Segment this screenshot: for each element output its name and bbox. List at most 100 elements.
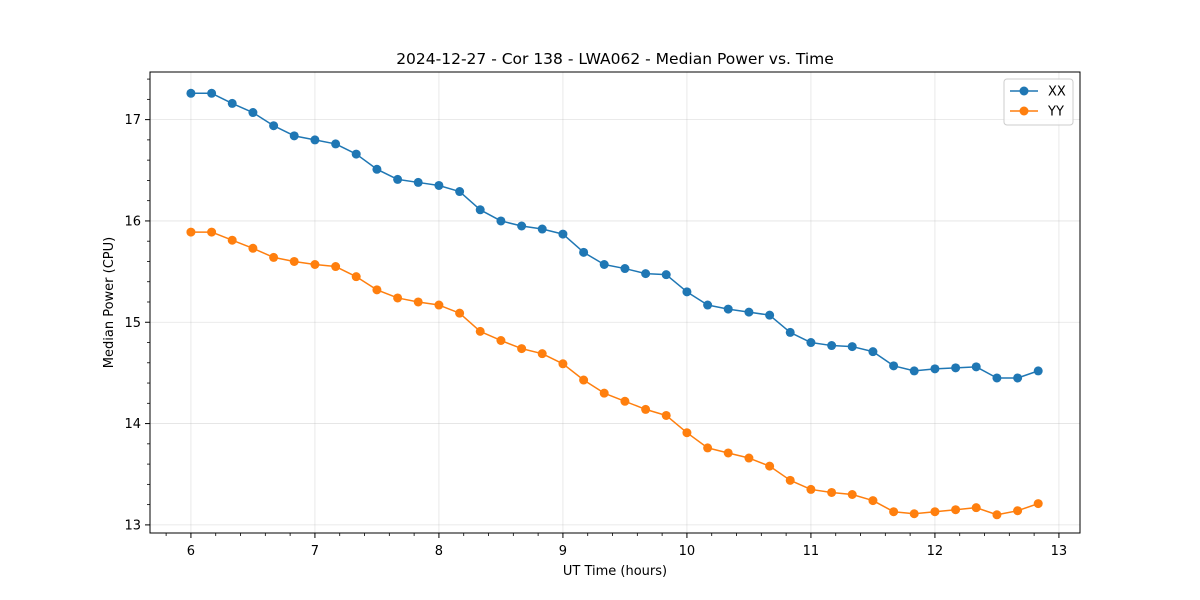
data-point-yy: [889, 507, 899, 517]
x-tick-label: 9: [559, 544, 567, 559]
data-point-xx: [475, 205, 485, 215]
data-point-yy: [806, 484, 816, 494]
data-point-xx: [930, 364, 940, 374]
data-point-yy: [331, 262, 341, 272]
y-tick-label: 17: [124, 113, 141, 128]
legend-label-yy: YY: [1047, 105, 1064, 120]
data-point-yy: [909, 509, 919, 519]
data-point-xx: [517, 221, 527, 231]
data-point-yy: [971, 503, 981, 513]
data-point-xx: [682, 287, 692, 297]
x-tick-label: 10: [679, 544, 696, 559]
data-point-yy: [951, 505, 961, 515]
x-tick-label: 7: [311, 544, 319, 559]
data-point-yy: [517, 344, 527, 354]
data-point-xx: [413, 177, 423, 187]
data-point-xx: [558, 229, 568, 239]
data-point-xx: [310, 135, 320, 145]
data-point-yy: [599, 388, 609, 398]
data-point-xx: [599, 260, 609, 270]
data-point-xx: [207, 88, 217, 98]
data-point-yy: [351, 272, 361, 282]
legend-label-xx: XX: [1048, 85, 1066, 100]
data-point-yy: [620, 396, 630, 406]
data-point-xx: [868, 347, 878, 357]
axis-ticks: 6 7 8 9 10 11 12 13 13 14 15 16 17: [124, 78, 1068, 559]
y-tick-label: 14: [124, 417, 141, 432]
y-tick-label: 15: [124, 316, 141, 331]
data-point-yy: [207, 227, 217, 237]
data-point-yy: [661, 410, 671, 420]
data-point-yy: [1013, 506, 1023, 516]
data-point-yy: [372, 285, 382, 295]
data-point-xx: [827, 341, 837, 351]
data-point-yy: [847, 489, 857, 499]
x-tick-label: 13: [1051, 544, 1068, 559]
data-point-yy: [393, 293, 403, 303]
data-point-xx: [537, 224, 547, 234]
data-point-yy: [992, 510, 1002, 520]
data-point-yy: [413, 297, 423, 307]
data-point-xx: [847, 342, 857, 352]
data-point-yy: [868, 496, 878, 506]
data-point-xx: [971, 362, 981, 372]
plot-frame: [149, 71, 1081, 534]
data-point-xx: [641, 269, 651, 279]
x-tick-label: 8: [435, 544, 443, 559]
data-point-xx: [1013, 373, 1023, 383]
data-point-yy: [186, 227, 196, 237]
data-point-yy: [537, 349, 547, 359]
data-point-yy: [723, 448, 733, 458]
x-tick-label: 6: [187, 544, 195, 559]
legend: XX YY: [1003, 78, 1074, 126]
x-tick-label: 11: [803, 544, 820, 559]
data-point-xx: [765, 310, 775, 320]
y-axis-label: Median Power (CPU): [102, 237, 117, 368]
data-point-xx: [289, 131, 299, 141]
data-point-xx: [620, 264, 630, 274]
data-point-xx: [723, 304, 733, 314]
data-point-yy: [579, 375, 589, 385]
data-point-xx: [951, 363, 961, 373]
data-point-yy: [475, 326, 485, 336]
data-point-xx: [785, 327, 795, 337]
data-point-yy: [310, 260, 320, 270]
data-point-xx: [186, 88, 196, 98]
data-point-xx: [248, 108, 258, 118]
data-point-yy: [703, 443, 713, 453]
data-point-xx: [992, 373, 1002, 383]
data-point-xx: [455, 187, 465, 197]
data-point-xx: [744, 307, 754, 317]
data-point-yy: [785, 475, 795, 485]
data-point-xx: [1033, 366, 1043, 376]
data-point-yy: [641, 404, 651, 414]
data-point-xx: [393, 174, 403, 184]
chart-title: 2024-12-27 - Cor 138 - LWA062 - Median P…: [396, 50, 834, 68]
data-point-yy: [227, 235, 237, 245]
data-point-yy: [289, 256, 299, 266]
data-point-yy: [496, 335, 506, 345]
data-point-yy: [558, 359, 568, 369]
legend-marker-xx: [1019, 86, 1029, 96]
data-point-xx: [909, 366, 919, 376]
data-point-xx: [806, 338, 816, 348]
data-point-yy: [269, 252, 279, 262]
y-tick-label: 16: [124, 214, 141, 229]
data-point-xx: [496, 216, 506, 226]
y-tick-label: 13: [124, 518, 141, 533]
data-point-yy: [248, 243, 258, 253]
data-point-xx: [661, 270, 671, 280]
data-point-xx: [331, 139, 341, 149]
x-tick-label: 12: [927, 544, 944, 559]
data-point-xx: [227, 98, 237, 108]
data-point-yy: [434, 300, 444, 310]
data-point-xx: [372, 164, 382, 174]
data-point-xx: [434, 180, 444, 190]
data-point-yy: [682, 428, 692, 438]
data-point-yy: [930, 507, 940, 517]
data-point-yy: [827, 487, 837, 497]
series-group: [186, 88, 1043, 520]
x-axis-label: UT Time (hours): [563, 564, 667, 579]
